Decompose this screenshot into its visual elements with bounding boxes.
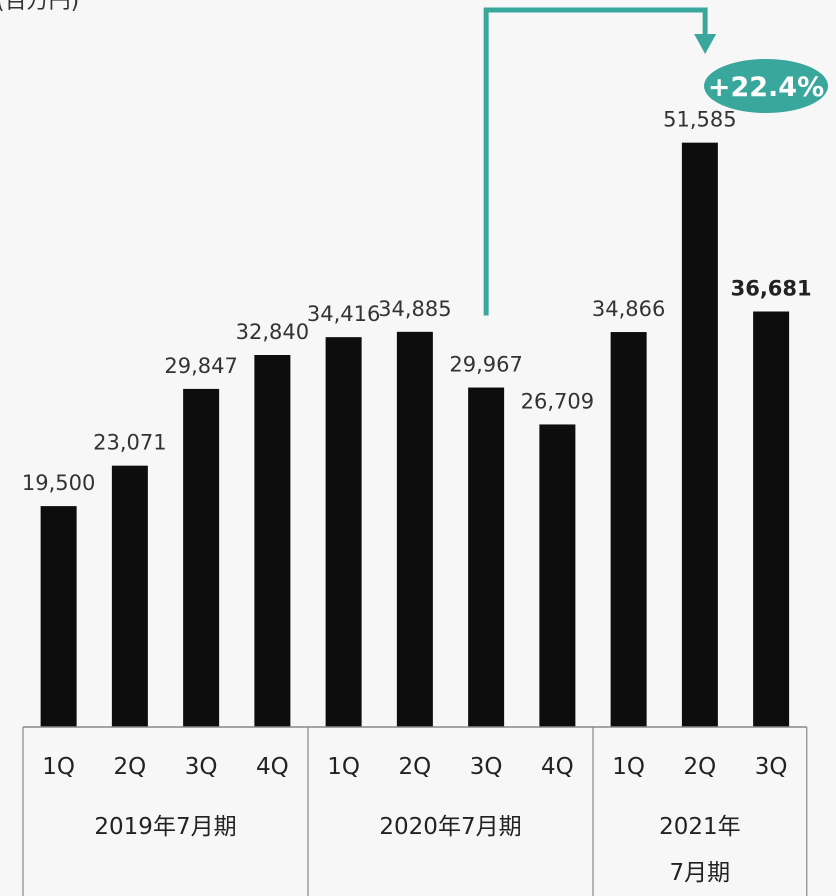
value-label-5: 34,416 <box>307 302 380 326</box>
fiscal-year-label-1: 2019年7月期 <box>94 814 236 840</box>
quarter-label-3: 3Q <box>185 754 218 780</box>
value-label-4: 32,840 <box>236 320 309 344</box>
quarter-label-11: 3Q <box>755 754 788 780</box>
bar-2 <box>111 465 148 727</box>
bar-1 <box>40 506 77 727</box>
growth-badge-text: +22.4% <box>708 72 824 103</box>
value-label-1: 19,500 <box>22 471 95 495</box>
fiscal-year-label-2: 2020年7月期 <box>379 814 521 840</box>
quarter-label-5: 1Q <box>327 754 360 780</box>
comparison-arrow-line <box>483 7 708 316</box>
bar-11 <box>753 311 790 727</box>
value-label-8: 26,709 <box>521 389 594 413</box>
quarter-label-1: 1Q <box>42 754 75 780</box>
category-table: 1Q 2Q 3Q 4Q 1Q 2Q 3Q 4Q 1Q 2Q 3Q 2019年7月期 2020年7月期 20… <box>22 726 808 896</box>
bar-5 <box>325 337 362 727</box>
quarter-label-8: 4Q <box>541 754 574 780</box>
unit-label: (百万円) <box>0 0 79 14</box>
fiscal-year-label-3: 2021年 <box>659 814 741 840</box>
quarter-label-7: 3Q <box>470 754 503 780</box>
quarter-label-6: 2Q <box>399 754 432 780</box>
value-label-9: 34,866 <box>592 297 665 321</box>
value-label-10: 51,585 <box>663 108 736 132</box>
value-label-11: 36,681 <box>731 276 812 300</box>
bar-3 <box>183 388 220 727</box>
bar-4 <box>254 355 291 727</box>
value-label-7: 29,967 <box>449 353 522 377</box>
growth-badge-bg <box>704 59 828 113</box>
bar-7 <box>468 387 505 727</box>
quarter-label-9: 1Q <box>612 754 645 780</box>
quarter-label-4: 4Q <box>256 754 289 780</box>
bar-8 <box>539 424 576 727</box>
comparison-arrow <box>483 7 717 316</box>
fiscal-year-label-3: 7月期 <box>670 860 731 886</box>
bar-9 <box>610 332 647 727</box>
value-label-3: 29,847 <box>164 354 237 378</box>
quarter-label-10: 2Q <box>684 754 717 780</box>
comparison-arrowhead <box>694 34 717 54</box>
bars-layer <box>40 142 790 728</box>
bar-6 <box>396 331 433 727</box>
quarter-label-2: 2Q <box>114 754 147 780</box>
value-label-2: 23,071 <box>93 431 166 455</box>
value-label-6: 34,885 <box>378 297 451 321</box>
growth-badge: +22.4% <box>704 59 828 113</box>
bar-10 <box>681 142 718 728</box>
